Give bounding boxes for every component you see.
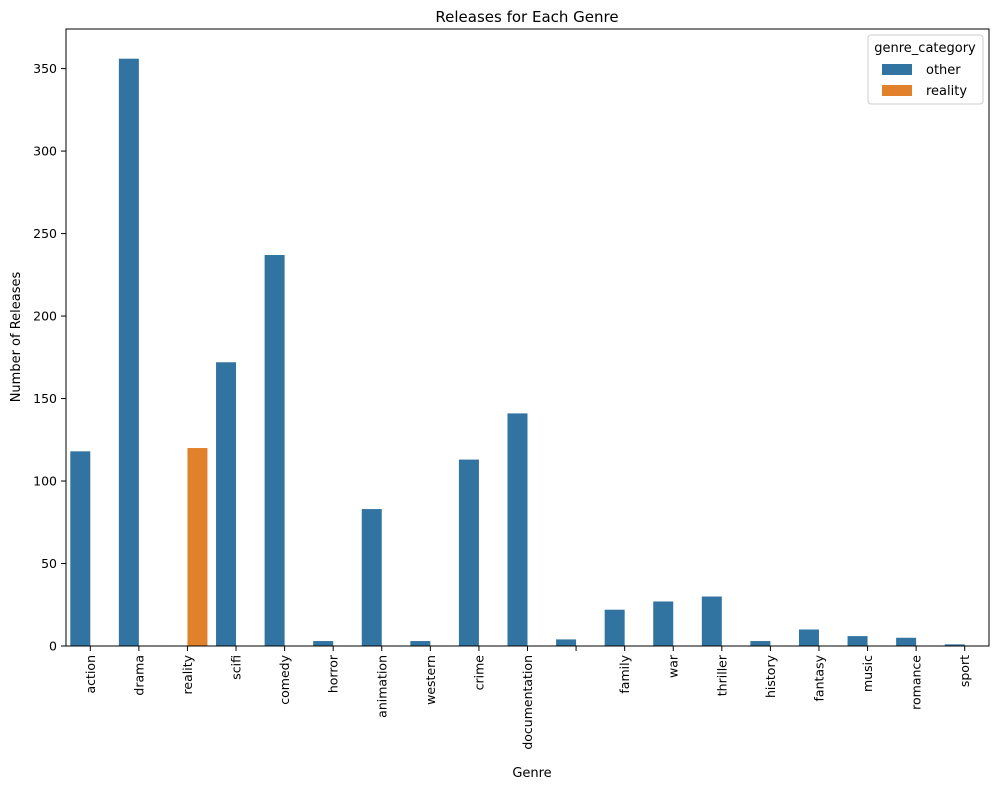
y-tick-label: 50 — [41, 556, 57, 571]
x-tick-label: action — [83, 655, 98, 693]
x-tick-label: fantasy — [811, 654, 826, 701]
bars-layer — [70, 58, 965, 646]
x-tick-label: history — [763, 654, 778, 698]
x-tick-label: thriller — [714, 654, 729, 696]
bar-other-action — [70, 451, 91, 646]
x-tick-label: reality — [180, 654, 195, 694]
legend-label-reality: reality — [926, 84, 967, 99]
y-tick-label: 200 — [33, 309, 57, 324]
bar-other-music — [847, 636, 868, 646]
bar-other-scifi — [216, 362, 237, 646]
x-tick-label: war — [666, 654, 681, 678]
bar-other-family — [604, 609, 625, 646]
x-axis: action drama reality scifi comedy horror anima… — [83, 646, 972, 750]
y-tick-label: 350 — [33, 61, 57, 76]
y-tick-label: 0 — [49, 639, 57, 654]
bar-other-documentation — [507, 413, 528, 646]
legend: genre_category other reality — [867, 34, 984, 105]
legend-title: genre_category — [874, 41, 976, 56]
x-axis-title: Genre — [512, 766, 551, 781]
x-tick-label: animation — [374, 655, 389, 718]
x-tick-label: comedy — [277, 654, 292, 704]
bar-other-comedy — [264, 255, 285, 646]
x-tick-label: western — [423, 655, 438, 705]
bar-other-animation — [361, 509, 382, 646]
y-tick-label: 100 — [33, 474, 57, 489]
bar-other-history — [750, 641, 771, 646]
bar-other-blank — [556, 639, 577, 646]
x-tick-label: family — [617, 654, 632, 693]
legend-swatch-other — [882, 64, 912, 75]
y-tick-label: 300 — [33, 144, 57, 159]
bar-other-drama — [118, 58, 139, 646]
y-axis: 0 50 100 150 200 250 300 350 — [33, 61, 66, 654]
x-tick-label: music — [860, 655, 875, 692]
bar-other-western — [410, 641, 431, 646]
x-tick-label: horror — [326, 654, 341, 693]
bar-other-war — [653, 601, 674, 646]
y-axis-title: Number of Releases — [9, 271, 24, 402]
legend-swatch-reality — [882, 85, 912, 96]
x-tick-label: romance — [909, 655, 924, 710]
x-tick-label: scifi — [229, 655, 244, 680]
x-tick-label: crime — [471, 655, 486, 691]
x-tick-label: sport — [957, 655, 972, 687]
bar-other-romance — [896, 637, 917, 646]
bar-other-crime — [458, 459, 479, 646]
bar-other-thriller — [701, 596, 722, 646]
x-tick-label: drama — [131, 655, 146, 696]
bar-reality-reality — [187, 448, 208, 646]
bar-other-sport — [944, 644, 965, 646]
legend-label-other: other — [926, 63, 961, 78]
y-tick-label: 150 — [33, 391, 57, 406]
y-tick-label: 250 — [33, 226, 57, 241]
bar-other-fantasy — [798, 629, 819, 646]
bar-other-horror — [313, 641, 334, 646]
chart-title: Releases for Each Genre — [435, 8, 618, 26]
x-tick-label: documentation — [520, 655, 535, 750]
